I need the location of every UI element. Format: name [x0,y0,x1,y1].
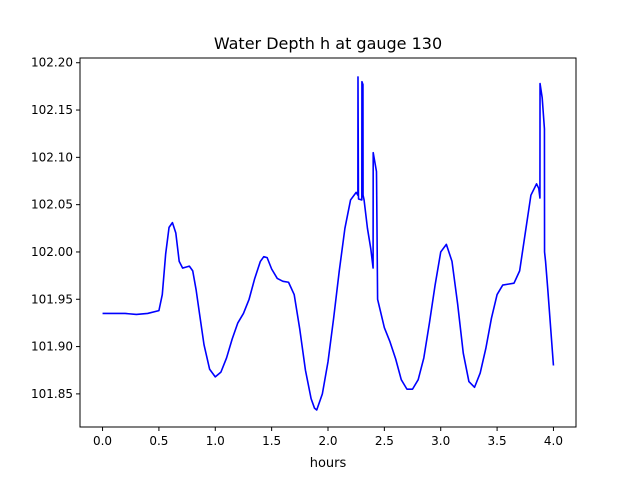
y-tick-label: 101.90 [31,340,73,354]
x-axis: 0.0 0.5 1.0 1.5 2.0 2.5 3.0 3.5 4.0 [93,427,563,448]
plot-area [79,57,577,428]
x-tick-label: 1.0 [206,434,225,448]
y-tick-label: 102.20 [31,56,73,70]
x-tick-label: 0.5 [149,434,168,448]
y-tick-label: 102.15 [31,103,73,117]
y-axis: 101.85 101.90 101.95 102.00 102.05 102.10 102.… [31,56,80,401]
series-line-0 [102,76,555,411]
x-tick-label: 3.5 [488,434,507,448]
y-tick-label: 102.10 [31,150,73,164]
y-tick-label: 101.85 [31,387,73,401]
x-tick-label: 2.0 [318,434,337,448]
y-tick-label: 102.05 [31,198,73,212]
x-tick-label: 3.0 [431,434,450,448]
x-tick-label: 1.5 [262,434,281,448]
x-axis-label: hours [310,456,347,471]
x-tick-label: 4.0 [544,434,563,448]
x-tick-label: 2.5 [375,434,394,448]
y-tick-label: 101.95 [31,292,73,306]
x-tick-label: 0.0 [93,434,112,448]
plot-frame [79,57,577,428]
chart-title: Water Depth h at gauge 130 [214,34,442,53]
y-tick-label: 102.00 [31,245,73,259]
